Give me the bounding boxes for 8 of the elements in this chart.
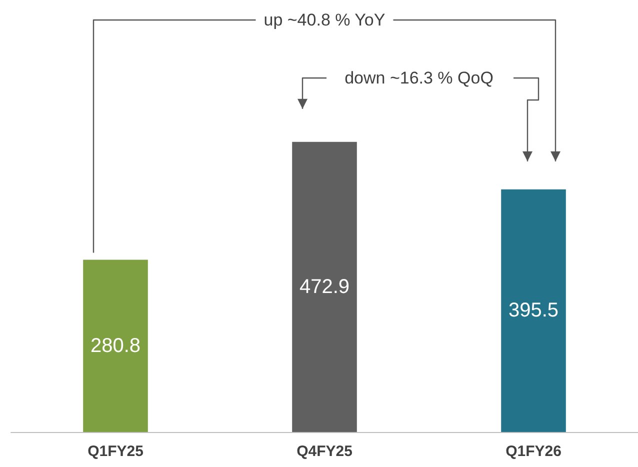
data-label: 280.8 [90, 334, 141, 357]
data-label: 472.9 [299, 276, 350, 298]
text: up ~40.8 % YoY [264, 10, 386, 30]
text: down ~16.3 % QoQ [344, 68, 494, 88]
x-tick-label: Q1FY25 [88, 443, 144, 460]
x-tick-label: Q4FY25 [296, 443, 352, 460]
x-tick-label: Q1FY26 [506, 443, 562, 460]
data-label: 395.5 [508, 300, 559, 322]
